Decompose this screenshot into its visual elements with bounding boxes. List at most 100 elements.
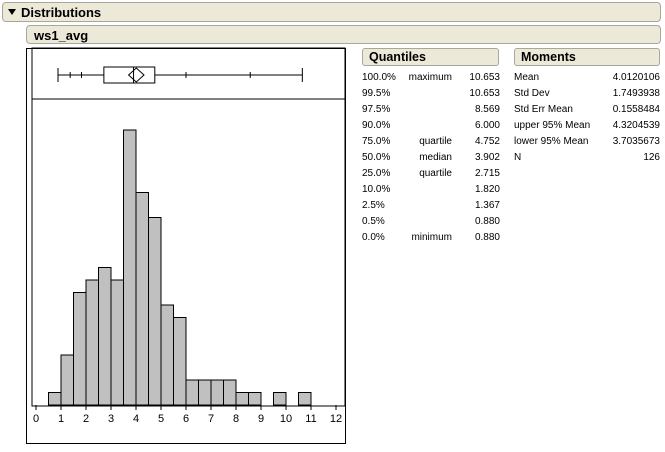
moment-label: Mean <box>514 72 540 83</box>
quantile-percent: 97.5% <box>362 104 391 115</box>
histogram-bar <box>210 379 224 406</box>
quantiles-title-text: Quantiles <box>369 50 426 64</box>
moment-label: N <box>514 152 522 163</box>
quantile-label: minimum <box>411 232 452 243</box>
quantile-value: 0.880 <box>474 232 500 243</box>
x-tick-label: 5 <box>158 413 164 425</box>
quantiles-title[interactable]: Quantiles <box>362 48 499 66</box>
moment-value: 3.7035673 <box>612 136 660 147</box>
outlier-box-frame <box>31 47 346 100</box>
quantile-label: quartile <box>419 168 452 179</box>
moment-value: 4.3204539 <box>612 120 660 131</box>
iqr-box <box>103 66 156 84</box>
histogram-bar <box>60 354 74 406</box>
variable-name: ws1_avg <box>34 28 89 43</box>
moment-row: upper 95% Mean 4.3204539 <box>514 118 660 134</box>
x-axis: 0 1 2 3 4 5 6 7 8 9 10 11 12 <box>33 405 342 425</box>
distributions-header[interactable]: Distributions <box>2 2 661 22</box>
quantile-row: 2.5% 1.367 <box>362 198 502 214</box>
quantile-value: 10.653 <box>469 88 500 99</box>
histogram-bar <box>85 279 99 406</box>
histogram-bar <box>98 267 112 406</box>
moment-label: lower 95% Mean <box>514 136 589 147</box>
disclosure-triangle-icon[interactable] <box>8 9 16 15</box>
histogram-bar <box>135 192 149 406</box>
quantile-percent: 2.5% <box>362 200 385 211</box>
x-tick-label: 4 <box>133 413 139 425</box>
histogram-bar <box>160 304 174 406</box>
quantile-percent: 100.0% <box>362 72 396 83</box>
x-tick-label: 7 <box>208 413 214 425</box>
histogram-bar <box>185 379 199 406</box>
quantile-value: 2.715 <box>474 168 500 179</box>
quantile-row: 25.0% quartile 2.715 <box>362 166 502 182</box>
moment-label: upper 95% Mean <box>514 120 591 131</box>
quantile-value: 0.880 <box>474 216 500 227</box>
quantile-row: 50.0% median 3.902 <box>362 150 502 166</box>
moment-row: Std Err Mean 0.1558484 <box>514 102 660 118</box>
histogram-bar <box>173 317 187 406</box>
quantile-row: 100.0% maximum 10.653 <box>362 70 502 86</box>
quantile-percent: 75.0% <box>362 136 391 147</box>
x-tick-label: 6 <box>183 413 189 425</box>
quantile-percent: 99.5% <box>362 88 391 99</box>
histogram-bar <box>48 392 62 406</box>
quantile-percent: 50.0% <box>362 152 391 163</box>
x-tick-label: 9 <box>258 413 264 425</box>
quantile-value: 8.569 <box>474 104 500 115</box>
moments-title-text: Moments <box>521 50 576 64</box>
histogram-bar <box>110 279 124 406</box>
x-tick-label: 0 <box>33 413 39 425</box>
quantile-value: 1.367 <box>474 200 500 211</box>
quantile-row: 75.0% quartile 4.752 <box>362 134 502 150</box>
moments-title[interactable]: Moments <box>514 48 660 66</box>
quantile-percent: 0.5% <box>362 216 385 227</box>
moment-row: N 126 <box>514 150 660 166</box>
quantile-label: median <box>419 152 452 163</box>
quantile-row: 97.5% 8.569 <box>362 102 502 118</box>
histogram-bar <box>298 392 312 406</box>
x-tick-label: 3 <box>108 413 114 425</box>
quantile-value: 3.902 <box>474 152 500 163</box>
moment-value: 126 <box>643 152 660 163</box>
x-tick-label: 11 <box>305 413 316 425</box>
moment-label: Std Err Mean <box>514 104 573 115</box>
moment-value: 4.0120106 <box>612 72 660 83</box>
moment-value: 1.7493938 <box>612 88 660 99</box>
moment-row: Mean 4.0120106 <box>514 70 660 86</box>
x-tick-label: 2 <box>83 413 89 425</box>
quantile-row: 0.0% minimum 0.880 <box>362 230 502 246</box>
x-tick-label: 1 <box>58 413 64 425</box>
quantile-row: 99.5% 10.653 <box>362 86 502 102</box>
quantiles-table: 100.0% maximum 10.653 99.5% 10.653 97.5% 8.569… <box>362 70 502 246</box>
box-plot <box>57 66 303 84</box>
quantile-value: 1.820 <box>474 184 500 195</box>
moment-value: 0.1558484 <box>612 104 660 115</box>
histogram-bar <box>223 379 237 406</box>
distributions-title: Distributions <box>21 5 102 20</box>
histogram-bar <box>273 392 287 406</box>
x-tick-label: 8 <box>233 413 239 425</box>
histogram-bar <box>248 392 262 406</box>
quantile-percent: 90.0% <box>362 120 391 131</box>
x-tick-label: 12 <box>330 413 342 425</box>
quantile-row: 10.0% 1.820 <box>362 182 502 198</box>
quantile-row: 90.0% 6.000 <box>362 118 502 134</box>
quantile-label: quartile <box>419 136 452 147</box>
x-tick-label: 10 <box>280 413 292 425</box>
quantile-row: 0.5% 0.880 <box>362 214 502 230</box>
outer-frame <box>26 48 346 444</box>
moment-row: Std Dev 1.7493938 <box>514 86 660 102</box>
histogram-bar <box>235 392 249 406</box>
histogram-bars <box>48 129 312 406</box>
histogram-bar <box>148 217 162 406</box>
variable-header[interactable]: ws1_avg <box>26 25 661 44</box>
moment-row: lower 95% Mean 3.7035673 <box>514 134 660 150</box>
histogram-bar <box>73 292 87 406</box>
histogram-bar <box>123 129 137 406</box>
quantile-percent: 10.0% <box>362 184 391 195</box>
moments-table: Mean 4.0120106 Std Dev 1.7493938 Std Err Mea… <box>514 70 660 166</box>
quantile-value: 6.000 <box>474 120 500 131</box>
quantile-value: 10.653 <box>469 72 500 83</box>
